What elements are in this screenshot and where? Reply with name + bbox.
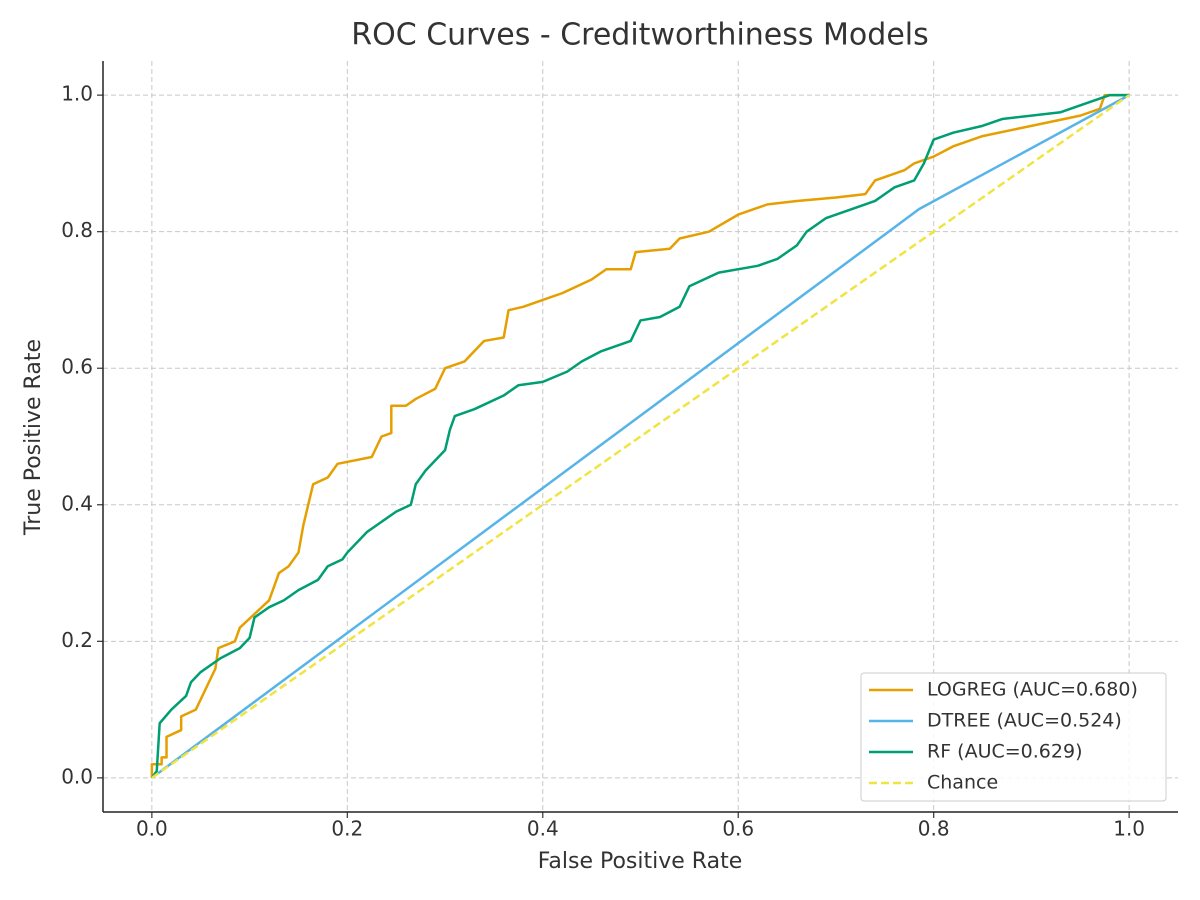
- roc-line: [150, 93, 1130, 779]
- chart-title: ROC Curves - Creditworthiness Models: [351, 18, 929, 53]
- x-axis-label: False Positive Rate: [538, 849, 742, 874]
- x-tick-label: 0.8: [918, 817, 950, 841]
- legend-label: Chance: [927, 772, 998, 794]
- roc-line: [151, 94, 1130, 779]
- y-tick-label: 0.8: [61, 218, 93, 242]
- legend-label: DTREE (AUC=0.524): [927, 710, 1122, 732]
- y-tick-label: 0.0: [61, 764, 93, 788]
- x-tick-label: 0.2: [331, 817, 363, 841]
- y-tick-label: 0.4: [61, 491, 93, 515]
- x-tick-label: 0.6: [722, 817, 754, 841]
- legend-label: RF (AUC=0.629): [927, 741, 1082, 763]
- legend: LOGREG (AUC=0.680) DTREE (AUC=0.524) RF (A…: [860, 672, 1167, 802]
- x-tick-label: 0.4: [527, 817, 559, 841]
- x-tick-label: 0.0: [136, 817, 168, 841]
- roc-line: [151, 94, 1130, 779]
- roc-line: [150, 93, 1130, 778]
- x-tick-label: 1.0: [1113, 817, 1145, 841]
- y-axis-label: True Positive Rate: [21, 339, 46, 536]
- legend-label: LOGREG (AUC=0.680): [927, 679, 1138, 701]
- y-tick-label: 0.2: [61, 628, 93, 652]
- legend-box: [860, 672, 1167, 802]
- y-tick-label: 0.6: [61, 355, 93, 379]
- y-tick-label: 1.0: [61, 82, 93, 106]
